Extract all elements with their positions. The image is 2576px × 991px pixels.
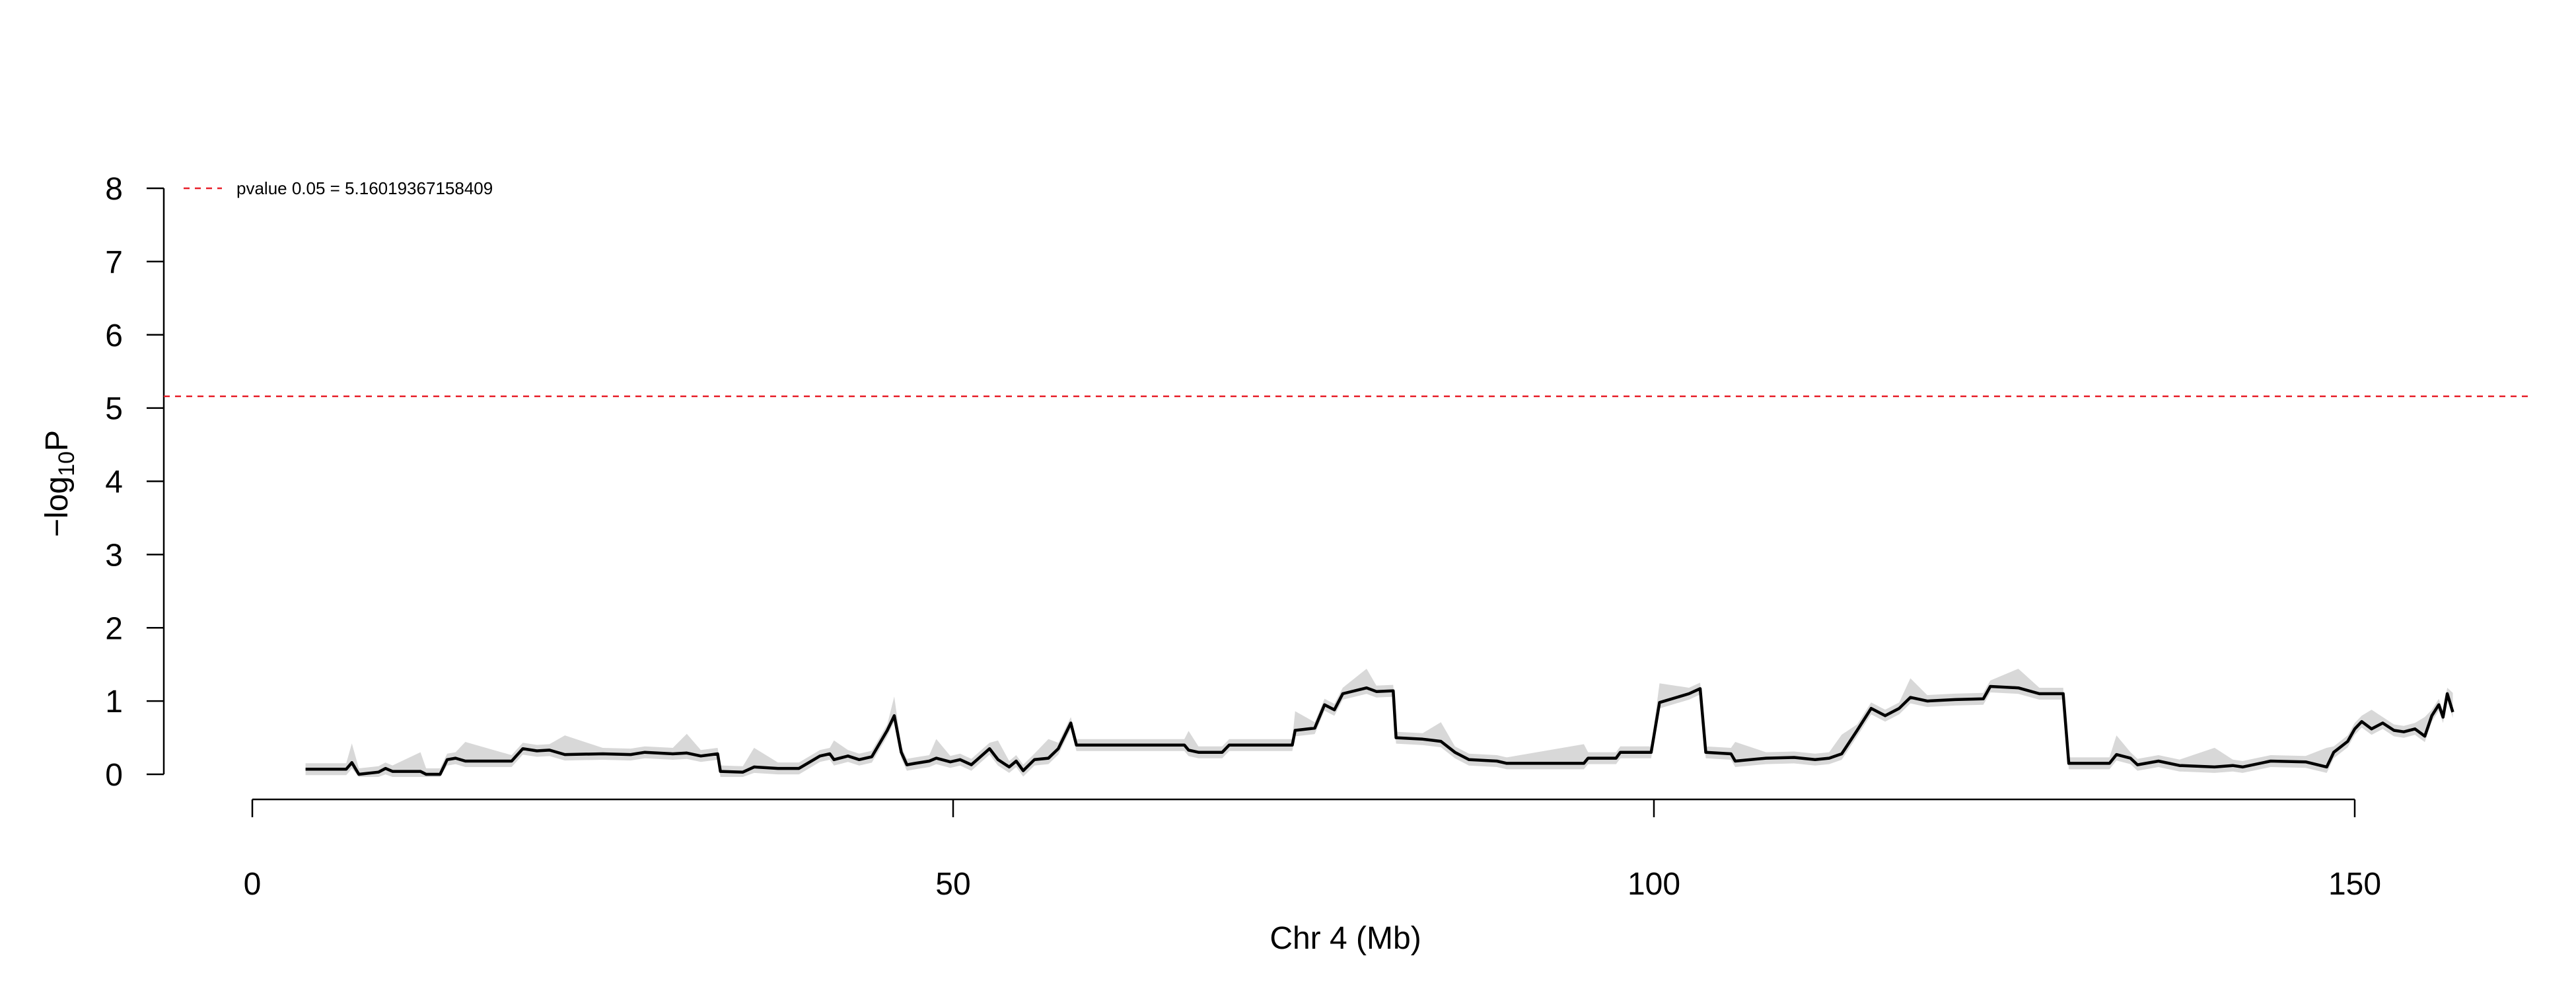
x-tick-label: 50 (935, 867, 970, 902)
series-line (305, 684, 2454, 776)
x-tick-label: 150 (2328, 867, 2381, 902)
confidence-band (305, 669, 2453, 777)
y-tick-label: 0 (105, 758, 123, 793)
series-band (305, 669, 2453, 777)
x-tick-label: 0 (244, 867, 262, 902)
y-tick-label: 8 (105, 172, 123, 207)
y-tick-label: 2 (105, 611, 123, 646)
y-axis-label-tail: P (40, 430, 75, 451)
lod-curve (305, 684, 2454, 776)
y-tick-label: 6 (105, 318, 123, 353)
legend: pvalue 0.05 = 5.16019367158409 (184, 178, 493, 198)
x-axis-label: Chr 4 (Mb) (1270, 921, 1421, 956)
x-tick-label: 100 (1628, 867, 1680, 902)
y-tick-label: 3 (105, 538, 123, 573)
y-axis-label-subscript: 10 (54, 451, 79, 476)
y-axis: 0 1 2 3 4 5 6 7 8 (105, 172, 165, 793)
y-axis-label-base: −log (40, 476, 75, 537)
y-tick-label: 1 (105, 684, 123, 719)
y-tick-label: 7 (105, 245, 123, 280)
x-axis: 0 50 100 150 (244, 798, 2381, 902)
legend-label-threshold: pvalue 0.05 = 5.16019367158409 (236, 178, 493, 198)
y-axis-label: −log10P (40, 430, 79, 537)
y-tick-label: 5 (105, 392, 123, 427)
y-tick-label: 4 (105, 465, 123, 500)
